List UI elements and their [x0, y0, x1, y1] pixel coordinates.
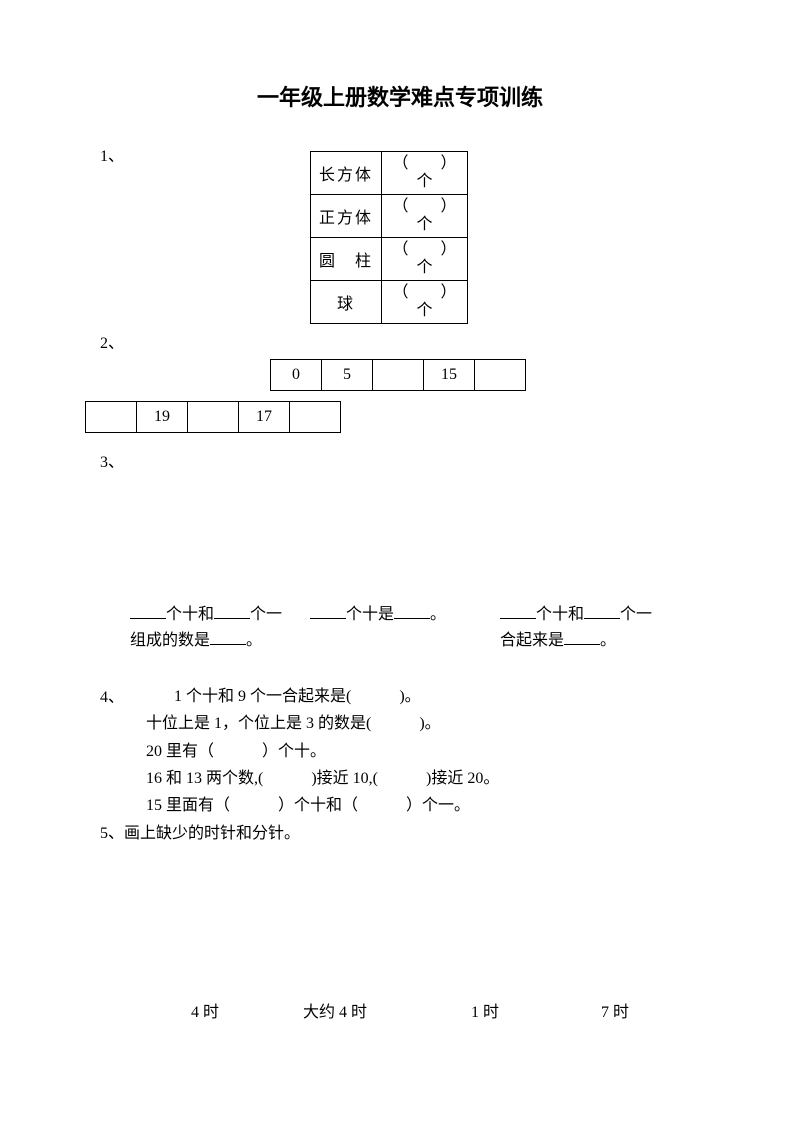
clock-label: 7 时 [560, 998, 670, 1022]
shape-label: 正方体 [311, 195, 382, 238]
seq-cell: 15 [424, 360, 475, 391]
q3-phrase-1: 个十和个一 [130, 602, 310, 628]
shape-label: 球 [311, 281, 382, 324]
clock-labels-row: 4 时 大约 4 时 1 时 7 时 [150, 998, 700, 1022]
q4-line: 15 里面有（ ）个十和（ ）个一。 [130, 792, 700, 819]
table-row: 球 （ ） 个 [311, 281, 468, 324]
table-row: 长方体 （ ） 个 [311, 152, 468, 195]
seq-cell-blank[interactable] [475, 360, 526, 391]
shape-count-cell[interactable]: （ ） 个 [382, 238, 468, 281]
question-3: 3、 个十和个一 个十是。 个十和个一 组成的数是。 合起来是。 [100, 448, 700, 653]
blank-line[interactable] [130, 604, 166, 619]
blank-line[interactable] [500, 604, 536, 619]
blank: （ ） [382, 198, 467, 216]
unit-label: 个 [382, 216, 467, 234]
clock-label: 1 时 [410, 998, 560, 1022]
table-row: 圆 柱 （ ） 个 [311, 238, 468, 281]
blank: （ ） [382, 155, 467, 173]
q5-number: 5、 [100, 819, 124, 843]
seq-cell-blank[interactable] [188, 402, 239, 433]
clock-label: 大约 4 时 [260, 998, 410, 1022]
sequence-b-table: 19 17 [85, 401, 341, 433]
q3-phrase-5: 合起来是。 [500, 628, 616, 654]
blank-line[interactable] [564, 630, 600, 645]
shape-count-cell[interactable]: （ ） 个 [382, 281, 468, 324]
q5-text: 画上缺少的时针和分针。 [124, 825, 300, 842]
shape-label: 圆 柱 [311, 238, 382, 281]
shape-count-cell[interactable]: （ ） 个 [382, 195, 468, 238]
unit-label: 个 [382, 302, 467, 320]
question-2: 2、 0 5 15 19 17 [100, 329, 700, 433]
unit-label: 个 [382, 173, 467, 191]
seq-cell: 17 [239, 402, 290, 433]
q2-number: 2、 [100, 329, 124, 353]
blank: （ ） [382, 284, 467, 302]
seq-cell-blank[interactable] [290, 402, 341, 433]
seq-cell-blank[interactable] [86, 402, 137, 433]
blank-line[interactable] [584, 604, 620, 619]
seq-cell: 19 [137, 402, 188, 433]
q4-number: 4、 [100, 683, 124, 707]
blank-line[interactable] [214, 604, 250, 619]
question-1: 1、 长方体 （ ） 个 正方体 （ ） 个 圆 柱 （ ） [100, 142, 700, 324]
q3-number: 3、 [100, 448, 124, 472]
shape-label: 长方体 [311, 152, 382, 195]
page-title: 一年级上册数学难点专项训练 [100, 80, 700, 112]
table-row: 正方体 （ ） 个 [311, 195, 468, 238]
q4-line: 1 个十和 9 个一合起来是( )。 [158, 688, 421, 705]
q3-phrase-4: 组成的数是。 [130, 628, 500, 654]
blank: （ ） [382, 241, 467, 259]
q4-line: 16 和 13 两个数,( )接近 10,( )接近 20。 [130, 765, 700, 792]
blank-line[interactable] [394, 604, 430, 619]
question-5: 5、画上缺少的时针和分针。 4 时 大约 4 时 1 时 7 时 [100, 819, 700, 1022]
clock-label: 4 时 [150, 998, 260, 1022]
blank-line[interactable] [210, 630, 246, 645]
seq-cell-blank[interactable] [373, 360, 424, 391]
shapes-count-table: 长方体 （ ） 个 正方体 （ ） 个 圆 柱 （ ） 个 [310, 151, 468, 324]
unit-label: 个 [382, 259, 467, 277]
seq-cell: 5 [322, 360, 373, 391]
q4-line: 20 里有（ ）个十。 [130, 738, 700, 765]
q3-phrase-3: 个十和个一 [500, 602, 652, 628]
shape-count-cell[interactable]: （ ） 个 [382, 152, 468, 195]
q3-phrase-2: 个十是。 [310, 602, 500, 628]
question-4: 4、 1 个十和 9 个一合起来是( )。 十位上是 1，个位上是 3 的数是(… [100, 683, 700, 819]
sequence-a-table: 0 5 15 [270, 359, 526, 391]
blank-line[interactable] [310, 604, 346, 619]
seq-cell: 0 [271, 360, 322, 391]
q4-line: 十位上是 1，个位上是 3 的数是( )。 [130, 710, 700, 737]
q1-number: 1、 [100, 142, 124, 166]
